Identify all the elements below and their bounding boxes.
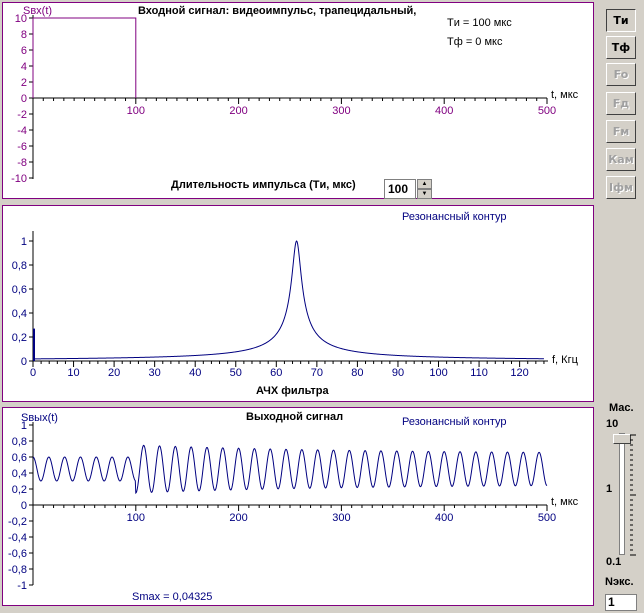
scale-min-label: 0.1 bbox=[606, 556, 622, 568]
input-signal-chart: 10 8 6 4 2 0 -2 -4 -6 -8 -10 100 200 300 400 500 t, мкс S… bbox=[11, 5, 579, 185]
y-tick-label: 4 bbox=[21, 61, 27, 73]
y-axis-label: Sвых(t) bbox=[21, 412, 58, 424]
x-tick-label: 60 bbox=[270, 367, 282, 379]
y-tick-label: -4 bbox=[17, 125, 27, 137]
x-tick-label: 30 bbox=[149, 367, 161, 379]
x-tick-label: 120 bbox=[510, 367, 528, 379]
scale-label: Мас. bbox=[609, 402, 634, 414]
y-tick-label: -1 bbox=[17, 580, 27, 592]
fd-button[interactable]: Fд bbox=[606, 92, 636, 115]
tf-button[interactable]: Tф bbox=[606, 36, 636, 59]
y-tick-label: -0,4 bbox=[8, 532, 27, 544]
x-tick-label: 200 bbox=[229, 512, 247, 524]
y-tick-label: -6 bbox=[17, 141, 27, 153]
chart-title: Резонансный контур bbox=[402, 211, 507, 223]
x-axis-label: f, Кгц bbox=[552, 354, 579, 366]
x-tick-label: 50 bbox=[230, 367, 242, 379]
y-tick-label: 0,4 bbox=[12, 308, 27, 320]
kam-button[interactable]: Кам bbox=[606, 148, 636, 171]
chart-subtitle: Резонансный контур bbox=[402, 416, 507, 428]
y-tick-label: 6 bbox=[21, 45, 27, 57]
ti-button[interactable]: Tи bbox=[606, 9, 636, 32]
output-signal-panel: 1 0,8 0,6 0,4 0,2 0 -0,2 -0,4 -0,6 -0,8 -1 100 200 30… bbox=[2, 407, 594, 606]
y-tick-label: -0,2 bbox=[8, 516, 27, 528]
fo-button[interactable]: Fo bbox=[606, 63, 636, 86]
x-axis-label: t, мкс bbox=[551, 496, 579, 508]
annotation-ti: Tи = 100 мкс bbox=[447, 17, 512, 29]
scale-max-label: 10 bbox=[606, 418, 619, 430]
filter-response-line bbox=[32, 240, 544, 360]
y-tick-label: -0,8 bbox=[8, 564, 27, 576]
filter-response-chart: 1 0,8 0,6 0,4 0,2 00 10 20 30 40 50 60 70 80 90 100 110 1… bbox=[12, 211, 579, 397]
y-tick-label: 0 bbox=[21, 93, 27, 105]
input-signal-line bbox=[32, 17, 137, 98]
x-tick-label: 300 bbox=[332, 105, 350, 117]
smax-annotation: Smax = 0,04325 bbox=[132, 591, 212, 603]
scale-slider-track[interactable] bbox=[619, 433, 625, 555]
nexp-label: Nэкс. bbox=[605, 576, 634, 588]
nexp-input[interactable]: 1 bbox=[605, 594, 637, 611]
y-tick-label: -8 bbox=[17, 157, 27, 169]
x-tick-label: 20 bbox=[108, 367, 120, 379]
duration-label: Длительность импульса (Tи, мкс) bbox=[171, 179, 356, 191]
y-tick-label: 0 bbox=[21, 500, 27, 512]
y-tick-label: 0,8 bbox=[12, 436, 27, 448]
y-tick-label: 2 bbox=[21, 77, 27, 89]
output-signal-chart: 1 0,8 0,6 0,4 0,2 0 -0,2 -0,4 -0,6 -0,8 -1 100 200 30… bbox=[8, 411, 579, 603]
x-tick-label: 400 bbox=[435, 512, 453, 524]
y-tick-label: 0 bbox=[21, 356, 27, 368]
y-tick-label: 10 bbox=[15, 13, 27, 25]
y-tick-label: 0,2 bbox=[12, 484, 27, 496]
chart-caption: АЧХ фильтра bbox=[256, 385, 330, 397]
x-tick-label: 110 bbox=[470, 367, 488, 379]
spin-down-icon[interactable]: ▼ bbox=[417, 189, 432, 199]
x-tick-label: 500 bbox=[538, 512, 556, 524]
scale-mid-label: 1 bbox=[606, 483, 613, 495]
x-tick-label: 100 bbox=[429, 367, 447, 379]
spin-up-icon[interactable]: ▲ bbox=[417, 179, 432, 189]
x-tick-label: 100 bbox=[127, 105, 145, 117]
y-tick-label: 0,8 bbox=[12, 260, 27, 272]
x-tick-label: 100 bbox=[127, 512, 145, 524]
y-tick-label: 0,4 bbox=[12, 468, 27, 480]
y-tick-label: 1 bbox=[21, 236, 27, 248]
x-tick-label: 70 bbox=[311, 367, 323, 379]
x-tick-label: 500 bbox=[538, 105, 556, 117]
scale-slider-thumb[interactable] bbox=[613, 434, 631, 444]
y-axis-label: Sвх(t) bbox=[23, 5, 52, 17]
x-tick-label: 200 bbox=[229, 105, 247, 117]
x-tick-label: 300 bbox=[332, 512, 350, 524]
y-tick-label: 0,2 bbox=[12, 332, 27, 344]
duration-spinner[interactable]: 100 ▲ ▼ bbox=[384, 179, 434, 199]
chart-title: Выходной сигнал bbox=[246, 411, 343, 423]
y-tick-label: 0,6 bbox=[12, 284, 27, 296]
input-signal-panel: 10 8 6 4 2 0 -2 -4 -6 -8 -10 100 200 300 400 500 t, мкс S… bbox=[2, 2, 594, 199]
y-tick-label: -0,6 bbox=[8, 548, 27, 560]
scale-ticks bbox=[630, 434, 636, 556]
x-tick-label: 40 bbox=[189, 367, 201, 379]
y-tick-label: -2 bbox=[17, 109, 27, 121]
x-tick-label: 0 bbox=[30, 367, 36, 379]
x-tick-label: 400 bbox=[435, 105, 453, 117]
y-tick-label: -10 bbox=[11, 173, 27, 185]
ifm-button[interactable]: Iфм bbox=[606, 176, 636, 199]
y-tick-label: 0,6 bbox=[12, 452, 27, 464]
x-axis-label: t, мкс bbox=[551, 89, 579, 101]
y-tick-label: 8 bbox=[21, 29, 27, 41]
output-signal-line bbox=[32, 444, 548, 495]
y-tick-label: 1 bbox=[21, 420, 27, 432]
x-tick-label: 80 bbox=[351, 367, 363, 379]
x-tick-label: 10 bbox=[67, 367, 79, 379]
x-tick-label: 90 bbox=[392, 367, 404, 379]
fm-button[interactable]: Fм bbox=[606, 120, 636, 143]
filter-response-panel: 1 0,8 0,6 0,4 0,2 0 0 10 20 30 40 50 60 70 80 90 100 110 1… bbox=[2, 205, 594, 402]
duration-input[interactable]: 100 bbox=[384, 179, 416, 199]
annotation-tf: Tф = 0 мкс bbox=[447, 36, 503, 48]
chart-title: Входной сигнал: видеоимпульс, трапецидал… bbox=[138, 5, 416, 17]
